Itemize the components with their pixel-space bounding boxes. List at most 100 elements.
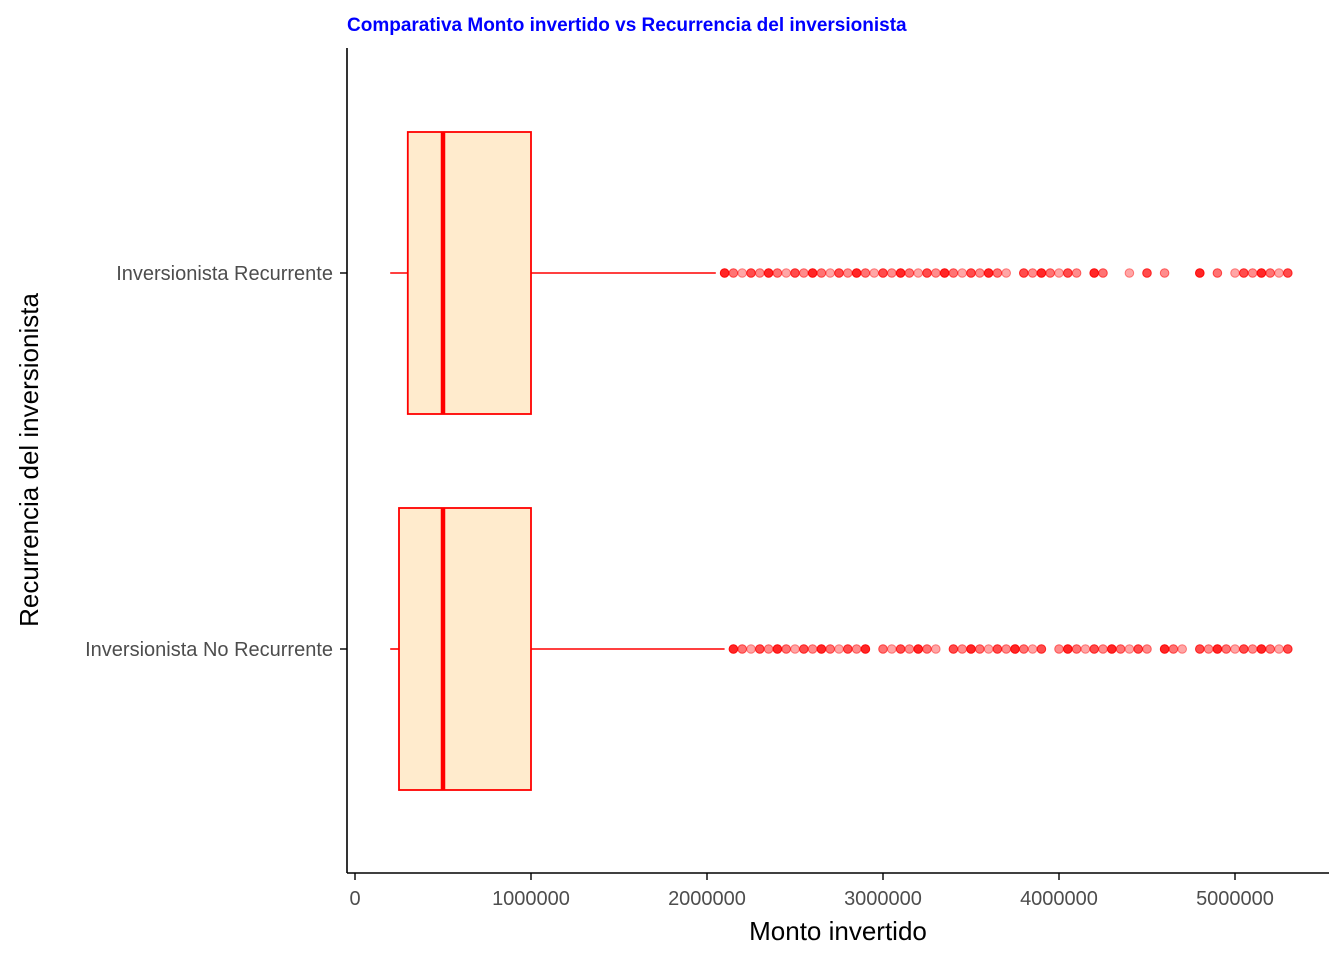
outlier-point — [843, 268, 853, 278]
outlier-point — [1019, 644, 1029, 654]
outlier-point — [992, 644, 1003, 654]
outlier-point — [1001, 268, 1012, 278]
x-tick-label: 4000000 — [1020, 888, 1098, 910]
outlier-point — [1124, 268, 1135, 278]
outlier-point — [1195, 644, 1205, 654]
outlier-point — [1247, 644, 1258, 654]
outlier-point — [1221, 644, 1231, 654]
outlier-point — [1256, 268, 1267, 278]
outlier-point — [904, 268, 915, 278]
outlier-point — [1124, 644, 1135, 654]
outlier-point — [913, 268, 924, 278]
outlier-point — [860, 644, 871, 654]
outlier-point — [816, 268, 827, 278]
outlier-point — [1098, 268, 1108, 278]
outlier-point — [983, 644, 994, 654]
outlier-point — [799, 644, 809, 654]
outlier-point — [1071, 644, 1082, 654]
outlier-point — [816, 644, 827, 654]
outlier-point — [1230, 644, 1240, 654]
outlier-point — [807, 268, 818, 278]
outlier-point — [948, 644, 959, 654]
x-tick-label: 0 — [349, 888, 360, 910]
outlier-point — [1142, 268, 1152, 278]
x-axis-title: Monto invertido — [749, 916, 927, 946]
outlier-point — [975, 644, 985, 654]
outlier-point — [992, 268, 1003, 278]
outlier-point — [781, 644, 792, 654]
outlier-point — [755, 268, 765, 278]
outlier-point — [869, 268, 880, 278]
outlier-point — [807, 644, 818, 654]
outlier-point — [1212, 268, 1223, 278]
box-inversionista-recurrente — [390, 131, 1293, 415]
outlier-point — [834, 644, 844, 654]
iqr-box — [398, 507, 532, 791]
outlier-point — [1265, 268, 1275, 278]
outlier-point — [1274, 644, 1284, 654]
chart-title: Comparativa Monto invertido vs Recurrenc… — [347, 15, 907, 36]
outlier-point — [1001, 644, 1012, 654]
box-inversionista-no-recurrente — [390, 507, 1293, 791]
outlier-point — [887, 644, 897, 654]
outlier-point — [895, 644, 906, 654]
outlier-point — [1203, 644, 1214, 654]
y-tick-label: Inversionista Recurrente — [116, 263, 333, 285]
outlier-point — [922, 644, 932, 654]
outlier-point — [1089, 268, 1099, 278]
outlier-point — [1212, 644, 1223, 654]
outlier-point — [1063, 268, 1073, 278]
outlier-point — [966, 268, 976, 278]
outlier-point — [1142, 644, 1152, 654]
outlier-point — [1054, 644, 1064, 654]
outlier-point — [860, 268, 871, 278]
outlier-point — [931, 644, 941, 654]
outlier-point — [851, 268, 862, 278]
outlier-point — [825, 268, 836, 278]
outlier-point — [825, 644, 836, 654]
outlier-point — [1133, 644, 1143, 654]
outlier-point — [1239, 268, 1249, 278]
outlier-point — [772, 644, 783, 654]
outlier-point — [772, 268, 783, 278]
y-axis-title: Recurrencia del inversionista — [14, 293, 44, 627]
outlier-point — [1054, 268, 1064, 278]
outlier-point — [1089, 644, 1099, 654]
outlier-point — [1168, 644, 1179, 654]
iqr-box — [406, 131, 532, 415]
outlier-point — [1283, 644, 1293, 654]
x-tick-label: 1000000 — [492, 888, 570, 910]
axes: Inversionista No Recurrente Inversionista… — [85, 263, 1274, 910]
outlier-point — [1063, 644, 1073, 654]
outlier-point — [1195, 268, 1205, 278]
outlier-point — [1159, 644, 1170, 654]
outlier-point — [851, 644, 862, 654]
outlier-point — [948, 268, 959, 278]
outlier-point — [887, 268, 897, 278]
outlier-point — [957, 268, 968, 278]
outlier-point — [728, 268, 739, 278]
outlier-point — [1265, 644, 1275, 654]
outlier-point — [1177, 644, 1187, 654]
outlier-point — [1045, 268, 1055, 278]
outlier-point — [878, 644, 888, 654]
outlier-point — [1098, 644, 1108, 654]
outlier-point — [878, 268, 888, 278]
outlier-point — [1019, 268, 1029, 278]
outlier-point — [746, 268, 756, 278]
outlier-point — [755, 644, 765, 654]
outlier-point — [983, 268, 994, 278]
outlier-point — [1115, 644, 1126, 654]
outlier-point — [1247, 268, 1258, 278]
outlier-point — [799, 268, 809, 278]
outlier-point — [781, 268, 792, 278]
outlier-point — [719, 268, 730, 278]
outlier-point — [763, 268, 774, 278]
outlier-point — [1036, 268, 1047, 278]
outlier-point — [1159, 268, 1170, 278]
y-tick-label: Inversionista No Recurrente — [85, 639, 333, 661]
outlier-point — [843, 644, 853, 654]
outlier-point — [913, 644, 924, 654]
x-tick-label: 3000000 — [844, 888, 922, 910]
